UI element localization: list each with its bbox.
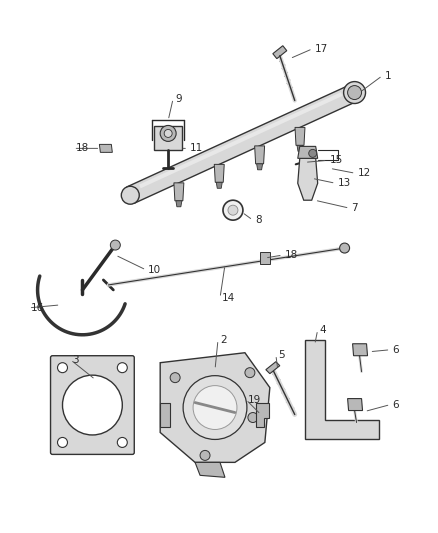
Circle shape bbox=[200, 450, 210, 461]
Circle shape bbox=[343, 82, 366, 103]
Circle shape bbox=[57, 438, 67, 447]
Circle shape bbox=[309, 149, 317, 157]
Circle shape bbox=[121, 186, 139, 204]
Polygon shape bbox=[298, 147, 318, 158]
Text: 6: 6 bbox=[392, 345, 399, 355]
Polygon shape bbox=[348, 399, 363, 410]
Polygon shape bbox=[160, 353, 270, 462]
Polygon shape bbox=[176, 201, 182, 207]
Text: 11: 11 bbox=[190, 143, 203, 154]
Text: 8: 8 bbox=[255, 215, 261, 225]
Polygon shape bbox=[254, 146, 265, 164]
Polygon shape bbox=[266, 362, 280, 374]
Circle shape bbox=[170, 373, 180, 383]
Circle shape bbox=[117, 438, 127, 447]
Circle shape bbox=[223, 200, 243, 220]
Polygon shape bbox=[214, 164, 224, 182]
Polygon shape bbox=[256, 402, 269, 427]
Polygon shape bbox=[260, 252, 270, 264]
Text: 5: 5 bbox=[278, 350, 284, 360]
Circle shape bbox=[248, 413, 258, 423]
Polygon shape bbox=[99, 144, 112, 152]
Text: 14: 14 bbox=[222, 293, 235, 303]
Circle shape bbox=[193, 385, 237, 430]
Text: 13: 13 bbox=[338, 178, 351, 188]
Polygon shape bbox=[160, 402, 170, 427]
Text: 19: 19 bbox=[248, 394, 261, 405]
Circle shape bbox=[160, 125, 176, 141]
Text: 9: 9 bbox=[175, 93, 182, 103]
Text: 1: 1 bbox=[385, 70, 391, 80]
Polygon shape bbox=[216, 182, 222, 188]
Text: 10: 10 bbox=[148, 265, 161, 275]
Circle shape bbox=[245, 368, 255, 378]
Text: 12: 12 bbox=[357, 168, 371, 179]
Circle shape bbox=[117, 362, 127, 373]
Polygon shape bbox=[305, 340, 379, 439]
Polygon shape bbox=[298, 158, 318, 200]
Polygon shape bbox=[295, 127, 305, 146]
Text: 17: 17 bbox=[314, 44, 328, 54]
Circle shape bbox=[183, 376, 247, 439]
Polygon shape bbox=[195, 462, 225, 478]
Polygon shape bbox=[297, 146, 303, 151]
Text: 7: 7 bbox=[352, 203, 358, 213]
Circle shape bbox=[110, 240, 120, 250]
Polygon shape bbox=[154, 126, 182, 150]
Circle shape bbox=[228, 205, 238, 215]
Polygon shape bbox=[127, 84, 358, 204]
Text: 16: 16 bbox=[31, 303, 44, 313]
Text: 2: 2 bbox=[220, 335, 226, 345]
Polygon shape bbox=[353, 344, 367, 356]
Text: 18: 18 bbox=[75, 143, 89, 154]
Circle shape bbox=[164, 130, 172, 138]
Polygon shape bbox=[273, 46, 287, 59]
Text: 3: 3 bbox=[72, 354, 79, 365]
Polygon shape bbox=[139, 92, 343, 188]
Text: 4: 4 bbox=[320, 325, 326, 335]
FancyBboxPatch shape bbox=[50, 356, 134, 455]
Circle shape bbox=[339, 243, 350, 253]
Circle shape bbox=[63, 375, 122, 435]
Circle shape bbox=[348, 86, 361, 100]
Polygon shape bbox=[257, 164, 263, 170]
Text: 15: 15 bbox=[330, 155, 343, 165]
Polygon shape bbox=[174, 183, 184, 201]
Text: 18: 18 bbox=[285, 250, 298, 260]
Circle shape bbox=[57, 362, 67, 373]
Text: 6: 6 bbox=[392, 400, 399, 409]
